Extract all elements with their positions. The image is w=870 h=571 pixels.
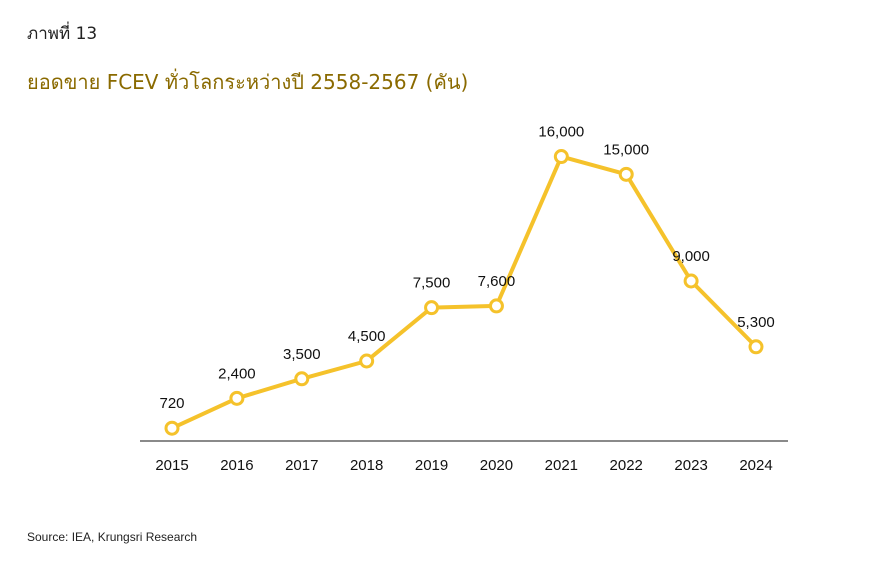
data-point-2023 (683, 273, 699, 289)
x-tick-label-2022: 2022 (610, 457, 643, 474)
data-point-2024 (748, 339, 764, 355)
data-point-2016 (229, 390, 245, 406)
data-point-2019 (424, 300, 440, 316)
data-label-2022: 15,000 (603, 141, 649, 158)
data-markers (164, 149, 764, 436)
x-tick-label-2023: 2023 (674, 457, 707, 474)
chart-title: ยอดขาย FCEV ทั่วโลกระหว่างปี 2558-2567 (… (27, 70, 469, 94)
line-chart: 720 2,400 3,500 4,500 7,500 7,600 16,000 15,000… (140, 124, 788, 474)
series-line (170, 154, 758, 431)
data-point-2021 (553, 149, 569, 165)
x-tick-label-2019: 2019 (415, 457, 448, 474)
data-point-2018 (359, 353, 375, 369)
x-tick-label-2024: 2024 (739, 457, 772, 474)
data-point-2020 (488, 298, 504, 314)
data-label-2020: 7,600 (478, 273, 516, 290)
figure-label: ภาพที่ 13 (27, 24, 98, 44)
data-point-2017 (294, 371, 310, 387)
data-labels: 720 2,400 3,500 4,500 7,500 7,600 16,000 15,000… (159, 124, 774, 413)
data-point-2015 (164, 420, 180, 436)
x-tick-label-2021: 2021 (545, 457, 578, 474)
data-label-2017: 3,500 (283, 346, 321, 363)
data-label-2019: 7,500 (413, 275, 451, 292)
x-tick-label-2015: 2015 (155, 457, 188, 474)
x-tick-labels: 2015 2016 2017 2018 2019 2020 2021 2022 2023 2024 (155, 457, 772, 474)
source-note: Source: IEA, Krungsri Research (27, 530, 198, 544)
data-label-2024: 5,300 (737, 314, 775, 331)
x-tick-label-2020: 2020 (480, 457, 513, 474)
data-label-2021: 16,000 (538, 124, 584, 141)
data-point-2022 (618, 166, 634, 182)
x-tick-label-2017: 2017 (285, 457, 318, 474)
data-label-2023: 9,000 (672, 248, 710, 265)
data-label-2016: 2,400 (218, 365, 256, 382)
x-tick-label-2016: 2016 (220, 457, 253, 474)
data-label-2018: 4,500 (348, 328, 386, 345)
data-label-2015: 720 (159, 395, 184, 412)
x-tick-label-2018: 2018 (350, 457, 383, 474)
